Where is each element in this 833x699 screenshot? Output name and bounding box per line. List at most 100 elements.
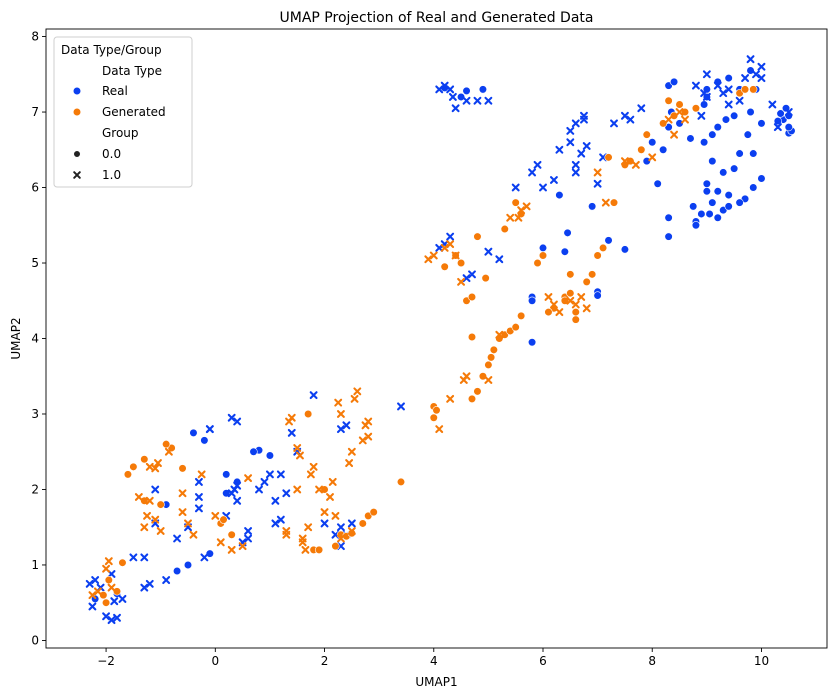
real-group-0-0-point xyxy=(784,123,793,132)
real-group-1-0-point xyxy=(260,477,269,486)
generated-group-1-0-point xyxy=(517,206,526,215)
generated-group-0-0-point xyxy=(101,598,111,607)
legend-group-1-label: 1.0 xyxy=(102,168,121,182)
y-tick-label: 5 xyxy=(31,256,39,270)
legend-real-marker xyxy=(72,86,82,96)
real-group-1-0-point xyxy=(566,138,575,147)
x-tick-label: 6 xyxy=(539,654,547,668)
generated-group-1-0-point xyxy=(211,511,220,520)
real-group-0-0-point xyxy=(697,209,706,219)
real-group-0-0-point xyxy=(746,66,755,75)
real-group-1-0-point xyxy=(577,149,586,158)
generated-group-1-0-point xyxy=(336,410,345,418)
generated-group-1-0-point xyxy=(648,153,657,162)
real-group-0-0-point xyxy=(563,228,572,237)
real-group-0-0-point xyxy=(648,138,657,147)
generated-group-1-0-point xyxy=(620,157,629,166)
real-group-1-0-point xyxy=(626,115,635,124)
real-group-0-0-point xyxy=(735,198,744,207)
real-group-1-0-point xyxy=(533,160,542,169)
generated-group-1-0-point xyxy=(670,130,679,139)
real-group-0-0-point xyxy=(735,149,744,158)
y-tick-label: 3 xyxy=(31,407,39,421)
generated-group-0-0-point xyxy=(118,558,127,567)
generated-group-1-0-point xyxy=(631,160,640,169)
generated-group-1-0-point xyxy=(154,459,162,468)
real-group-0-0-point xyxy=(604,236,613,245)
y-tick-label: 4 xyxy=(31,332,39,346)
generated-group-0-0-point xyxy=(112,587,122,596)
x-tick-label: −2 xyxy=(97,654,115,668)
generated-group-0-0-point xyxy=(533,258,542,268)
real-group-1-0-point xyxy=(113,613,121,622)
real-group-1-0-point xyxy=(571,168,580,177)
real-group-0-0-point xyxy=(642,157,651,166)
real-group-1-0-point xyxy=(397,402,405,411)
legend-group-0-marker xyxy=(73,150,81,158)
generated-group-1-0-point xyxy=(350,394,359,403)
real-group-1-0-point xyxy=(724,100,733,109)
real-group-1-0-point xyxy=(757,62,766,71)
generated-group-1-0-point xyxy=(227,545,236,554)
real-group-0-0-point xyxy=(757,174,766,183)
generated-group-1-0-point xyxy=(440,243,449,252)
generated-group-0-0-point xyxy=(99,591,108,600)
generated-group-0-0-point xyxy=(162,440,171,449)
real-group-1-0-point xyxy=(746,55,755,64)
generated-group-1-0-point xyxy=(296,451,304,460)
generated-group-0-0-point xyxy=(467,394,477,403)
points-layer xyxy=(85,55,796,625)
real-group-1-0-point xyxy=(462,274,471,283)
real-group-1-0-point xyxy=(446,232,455,241)
real-group-1-0-point xyxy=(484,247,493,256)
generated-group-1-0-point xyxy=(309,462,318,471)
real-group-1-0-point xyxy=(347,519,356,528)
generated-group-0-0-point xyxy=(571,315,580,324)
generated-group-0-0-point xyxy=(358,519,367,528)
generated-group-1-0-point xyxy=(293,485,302,494)
generated-group-1-0-point xyxy=(164,447,173,456)
generated-group-1-0-point xyxy=(197,470,206,479)
real-group-1-0-point xyxy=(539,183,547,192)
real-group-0-0-point xyxy=(222,489,231,498)
generated-group-0-0-point xyxy=(140,455,149,464)
real-group-1-0-point xyxy=(741,74,750,83)
generated-group-0-0-point xyxy=(429,413,438,422)
real-group-1-0-point xyxy=(271,496,280,505)
generated-group-1-0-point xyxy=(582,304,591,313)
generated-group-0-0-point xyxy=(609,198,619,207)
legend-hue-title: Data Type xyxy=(102,64,162,78)
real-group-1-0-point xyxy=(276,515,285,524)
real-group-0-0-point xyxy=(724,202,733,211)
generated-group-1-0-point xyxy=(347,447,356,456)
real-group-0-0-point xyxy=(265,451,275,460)
generated-group-0-0-point xyxy=(511,198,520,207)
real-group-0-0-point xyxy=(686,134,695,143)
generated-group-1-0-point xyxy=(156,527,165,535)
real-group-0-0-point xyxy=(555,190,564,200)
chart-title: UMAP Projection of Real and Generated Da… xyxy=(280,10,594,26)
real-group-0-0-point xyxy=(708,157,717,166)
x-axis-ticks: −2 0 2 4 6 8 10 xyxy=(97,648,769,668)
y-axis-ticks: 0 1 2 3 4 5 6 7 8 xyxy=(31,30,46,647)
y-tick-label: 1 xyxy=(31,558,39,572)
generated-group-1-0-point xyxy=(134,493,143,501)
real-group-1-0-point xyxy=(700,89,709,98)
real-group-0-0-point xyxy=(659,145,668,154)
legend-style-title: Group xyxy=(102,126,139,140)
generated-group-1-0-point xyxy=(345,459,354,468)
real-group-0-0-point xyxy=(172,566,182,576)
generated-group-0-0-point xyxy=(664,96,673,105)
generated-group-0-0-point xyxy=(467,332,477,342)
generated-group-0-0-point xyxy=(320,485,329,494)
real-group-0-0-point xyxy=(456,92,466,102)
real-group-1-0-point xyxy=(162,576,171,585)
real-group-1-0-point xyxy=(511,183,520,192)
generated-group-0-0-point xyxy=(456,258,466,268)
real-group-1-0-point xyxy=(107,616,116,625)
generated-group-1-0-point xyxy=(293,444,302,452)
x-axis-label: UMAP1 xyxy=(415,675,457,689)
generated-group-1-0-point xyxy=(353,387,362,396)
real-group-1-0-point xyxy=(342,421,351,430)
